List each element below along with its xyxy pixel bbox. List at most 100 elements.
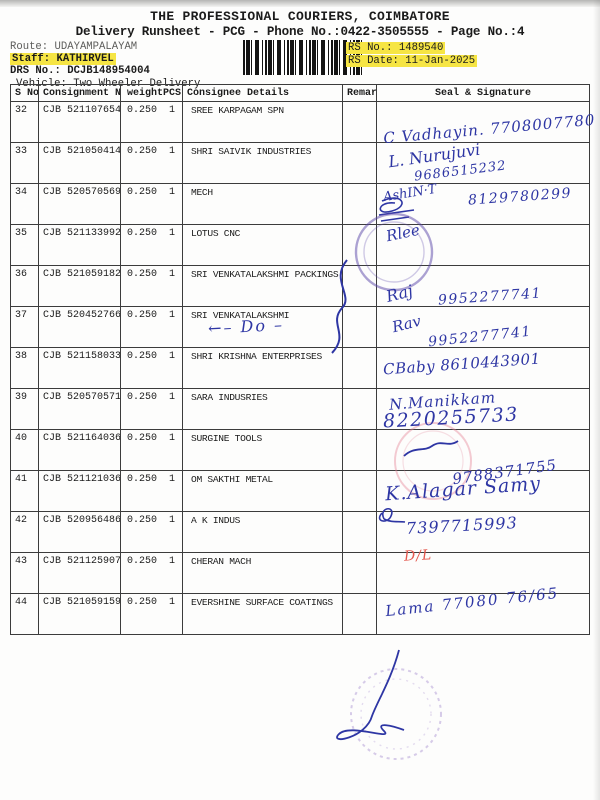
cell-consignee: SHRI KRISHNA ENTERPRISES [183, 348, 343, 388]
cell-weight: 0.250 [127, 556, 158, 567]
cell-weight: 0.250 [127, 187, 158, 198]
cell-s-no: 38 [11, 348, 39, 388]
cell-weight-pcs: 0.250 1 [121, 512, 183, 552]
cell-weight-pcs: 0.250 1 [121, 430, 183, 470]
cell-s-no: 41 [11, 471, 39, 511]
route-value: UDAYAMPALAYAM [54, 41, 138, 53]
cell-pcs: 1 [168, 228, 175, 239]
cell-consignment-no: CJB 520452766 [39, 307, 121, 347]
cell-s-no: 35 [11, 225, 39, 265]
cell-remarks [343, 430, 377, 470]
runsheet-barcode [243, 40, 365, 75]
cell-remarks [343, 184, 377, 224]
cell-weight-pcs: 0.250 1 [121, 348, 183, 388]
cell-pcs: 1 [168, 515, 175, 526]
remark-row43: D/L [403, 547, 433, 565]
cell-consignment-no: CJB 521059182 [39, 266, 121, 306]
cell-consignment-no: CJB 521121036 [39, 471, 121, 511]
page-subtitle: Delivery Runsheet - PCG - Phone No.:0422… [75, 25, 525, 39]
rs-date-value: 11-Jan-2025 [405, 55, 476, 67]
cell-weight-pcs: 0.250 1 [121, 225, 183, 265]
cell-weight: 0.250 [127, 146, 158, 157]
vehicle-value: Two Wheeler Delivery [73, 77, 201, 90]
cell-consignee: EVERSHINE SURFACE COATINGS [183, 594, 343, 634]
cell-remarks [343, 594, 377, 634]
cell-weight: 0.250 [127, 269, 158, 280]
cell-seal-signature [377, 430, 589, 470]
cell-weight: 0.250 [127, 597, 158, 608]
cell-weight-pcs: 0.250 1 [121, 553, 183, 593]
cell-consignee: LOTUS CNC [183, 225, 343, 265]
runsheet-rows: 32 CJB 521107654 0.250 1 SREE KARPAGAM SP… [11, 102, 589, 634]
header-pcs: PCS [163, 88, 182, 99]
cell-weight: 0.250 [127, 392, 158, 403]
cell-consignee: SHRI SAIVIK INDUSTRIES [183, 143, 343, 183]
cell-pcs: 1 [168, 310, 175, 321]
stamp-bottom-outer [350, 668, 442, 760]
header-weight: weight [127, 88, 164, 99]
header-consignment-no: Consignment No [39, 85, 121, 101]
cell-remarks [343, 266, 377, 306]
cell-remarks [343, 553, 377, 593]
staff-line: Staff: KATHIRVEL [10, 53, 116, 66]
cell-s-no: 32 [11, 102, 39, 142]
staff-value: KATHIRVEL [56, 53, 114, 66]
table-row: 38 CJB 521158033 0.250 1 SHRI KRISHNA ENT… [11, 348, 589, 389]
cell-weight-pcs: 0.250 1 [121, 266, 183, 306]
cell-pcs: 1 [168, 351, 175, 362]
stamp-bottom-inner [360, 678, 432, 750]
scan-edge-shadow [593, 0, 600, 800]
table-row: 32 CJB 521107654 0.250 1 SREE KARPAGAM SP… [11, 102, 589, 143]
runsheet-table: S No Consignment No weightPCS Consignee … [10, 84, 590, 635]
table-row: 43 CJB 521125907 0.250 1 CHERAN MACH [11, 553, 589, 594]
table-row: 33 CJB 521050414 0.250 1 SHRI SAIVIK INDU… [11, 143, 589, 184]
cell-consignment-no: CJB 521059159 [39, 594, 121, 634]
cell-s-no: 36 [11, 266, 39, 306]
header-weight-pcs: weightPCS [121, 85, 183, 101]
cell-weight-pcs: 0.250 1 [121, 102, 183, 142]
cell-remarks [343, 512, 377, 552]
cell-s-no: 42 [11, 512, 39, 552]
flourish-signature-bottom [336, 649, 405, 741]
table-row: 35 CJB 521133992 0.250 1 LOTUS CNC [11, 225, 589, 266]
cell-consignee: OM SAKTHI METAL [183, 471, 343, 511]
cell-consignee: SARA INDUSRIES [183, 389, 343, 429]
cell-pcs: 1 [168, 474, 175, 485]
header-s-no: S No [11, 85, 39, 101]
rs-no-value: 1489540 [398, 42, 444, 54]
cell-weight: 0.250 [127, 474, 158, 485]
cell-consignee: SREE KARPAGAM SPN [183, 102, 343, 142]
cell-s-no: 33 [11, 143, 39, 183]
drs-value: DCJB148954004 [67, 65, 150, 78]
cell-remarks [343, 307, 377, 347]
header-seal-signature: Seal & Signature [434, 88, 531, 99]
cell-weight: 0.250 [127, 351, 158, 362]
table-row: 40 CJB 521164036 0.250 1 SURGINE TOOLS [11, 430, 589, 471]
cell-consignment-no: CJB 521125907 [39, 553, 121, 593]
cell-weight-pcs: 0.250 1 [121, 184, 183, 224]
shipment-info-right: RS No.: 1489540 RS Date: 11-Jan-2025 [346, 42, 478, 68]
cell-weight: 0.250 [127, 310, 158, 321]
cell-consignment-no: CJB 521050414 [39, 143, 121, 183]
cell-consignment-no: CJB 520956486 [39, 512, 121, 552]
cell-s-no: 37 [11, 307, 39, 347]
cell-weight-pcs: 0.250 1 [121, 594, 183, 634]
cell-consignment-no: CJB 521158033 [39, 348, 121, 388]
shipment-info-left: Route: UDAYAMPALAYAM Staff: KATHIRVEL DR… [10, 41, 200, 90]
table-row: 41 CJB 521121036 0.250 1 OM SAKTHI METAL [11, 471, 589, 512]
cell-remarks [343, 389, 377, 429]
cell-pcs: 1 [168, 392, 175, 403]
cell-pcs: 1 [168, 105, 175, 116]
cell-pcs: 1 [168, 187, 175, 198]
cell-weight-pcs: 0.250 1 [121, 471, 183, 511]
ditto-mark-row37: ←– Do – [207, 315, 285, 338]
cell-consignee: MECH [183, 184, 343, 224]
cell-remarks [343, 348, 377, 388]
cell-consignment-no: CJB 521164036 [39, 430, 121, 470]
cell-weight-pcs: 0.250 1 [121, 307, 183, 347]
cell-remarks [343, 471, 377, 511]
table-header-row: S No Consignment No weightPCS Consignee … [11, 85, 589, 102]
cell-consignment-no: CJB 520570569 [39, 184, 121, 224]
cell-weight-pcs: 0.250 1 [121, 143, 183, 183]
cell-weight: 0.250 [127, 228, 158, 239]
